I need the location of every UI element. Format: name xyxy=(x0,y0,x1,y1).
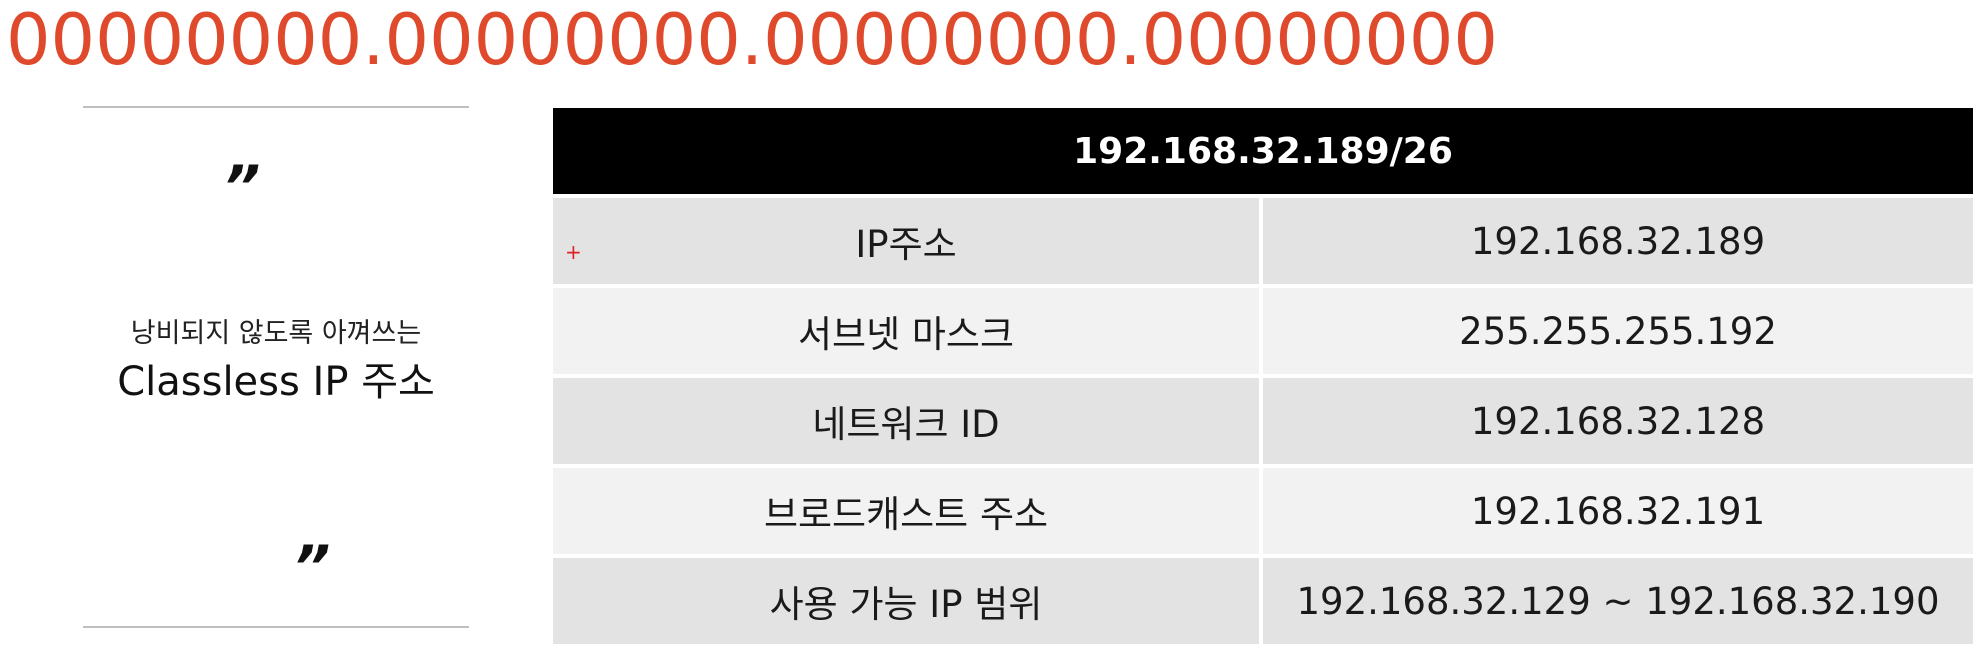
plus-marker-icon: + xyxy=(565,240,582,264)
table-row-label-cell: + IP주소 xyxy=(553,198,1263,288)
subnet-mask-value: 255.255.255.192 xyxy=(1263,288,1973,378)
usable-ip-range-label: 사용 가능 IP 범위 xyxy=(553,558,1263,644)
ip-address-value: 192.168.32.189 xyxy=(1263,198,1973,288)
quote-title: Classless IP 주소 xyxy=(117,359,435,405)
ip-address-label: IP주소 xyxy=(855,223,957,266)
binary-mask-heading: 00000000.00000000.00000000.00000000 xyxy=(6,0,1498,81)
quote-panel: ” 낭비되지 않도록 아껴쓰는 Classless IP 주소 ” xyxy=(83,106,469,628)
broadcast-address-value: 192.168.32.191 xyxy=(1263,468,1973,558)
subnet-info-table: 192.168.32.189/26 + IP주소 192.168.32.189 … xyxy=(553,108,1973,644)
table-row: 사용 가능 IP 범위 192.168.32.129 ~ 192.168.32.… xyxy=(553,558,1973,644)
subnet-mask-label: 서브넷 마스크 xyxy=(553,288,1263,378)
network-id-value: 192.168.32.128 xyxy=(1263,378,1973,468)
broadcast-address-label: 브로드캐스트 주소 xyxy=(553,468,1263,558)
quote-top-divider xyxy=(83,106,469,108)
network-id-label: 네트워크 ID xyxy=(553,378,1263,468)
usable-ip-range-value: 192.168.32.129 ~ 192.168.32.190 xyxy=(1263,558,1973,644)
table-header-cidr: 192.168.32.189/26 xyxy=(553,108,1973,198)
close-quote-icon: ” xyxy=(293,533,331,601)
table-row: 네트워크 ID 192.168.32.128 xyxy=(553,378,1973,468)
table-row: 서브넷 마스크 255.255.255.192 xyxy=(553,288,1973,378)
table-row: + IP주소 192.168.32.189 xyxy=(553,198,1973,288)
quote-subtitle: 낭비되지 않도록 아껴쓰는 xyxy=(130,318,422,349)
open-quote-icon: ” xyxy=(223,153,261,221)
table-row: 브로드캐스트 주소 192.168.32.191 xyxy=(553,468,1973,558)
quote-bottom-divider xyxy=(83,626,469,628)
table-header-row: 192.168.32.189/26 xyxy=(553,108,1973,198)
